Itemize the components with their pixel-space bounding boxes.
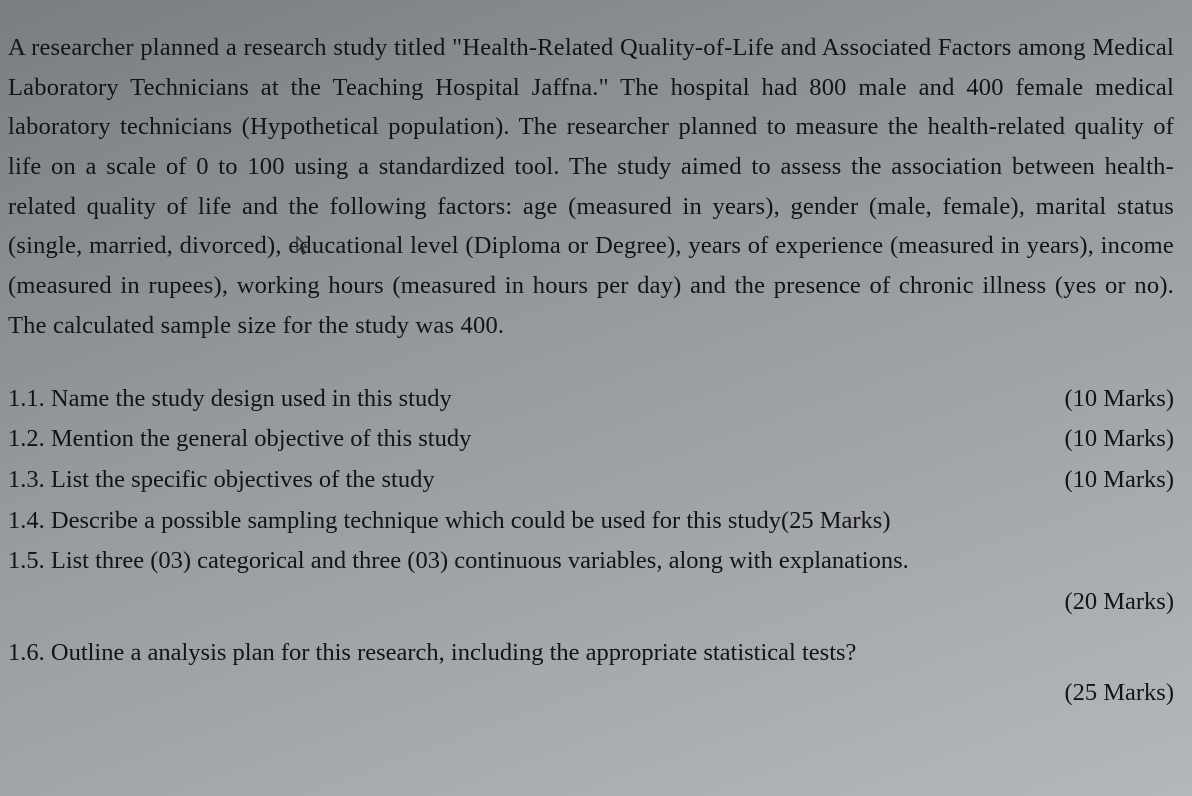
question-text: 1.3. List the specific objectives of the… [8, 461, 1054, 500]
question-row: 1.4. Describe a possible sampling techni… [8, 502, 1174, 541]
question-text: 1.4. Describe a possible sampling techni… [8, 507, 891, 534]
question-marks: (25 Marks) [8, 674, 1174, 713]
question-row: 1.6. Outline a analysis plan for this re… [8, 634, 1174, 673]
question-text: 1.1. Name the study design used in this … [8, 380, 1054, 419]
document-page: A researcher planned a research study ti… [0, 0, 1192, 796]
spacer [8, 624, 1174, 634]
question-text: 1.5. List three (03) categorical and thr… [8, 547, 909, 574]
question-text: 1.2. Mention the general objective of th… [8, 420, 1054, 459]
question-row: 1.3. List the specific objectives of the… [8, 461, 1174, 500]
question-marks: (10 Marks) [1054, 380, 1174, 419]
question-marks: (10 Marks) [1054, 461, 1174, 500]
question-marks: (20 Marks) [8, 583, 1174, 622]
questions-block: 1.1. Name the study design used in this … [8, 380, 1174, 714]
question-marks: (10 Marks) [1054, 420, 1174, 459]
question-text: 1.6. Outline a analysis plan for this re… [8, 639, 856, 666]
question-row: 1.1. Name the study design used in this … [8, 380, 1174, 419]
main-paragraph: A researcher planned a research study ti… [8, 28, 1174, 346]
question-row: 1.5. List three (03) categorical and thr… [8, 542, 1174, 581]
question-row: 1.2. Mention the general objective of th… [8, 420, 1174, 459]
